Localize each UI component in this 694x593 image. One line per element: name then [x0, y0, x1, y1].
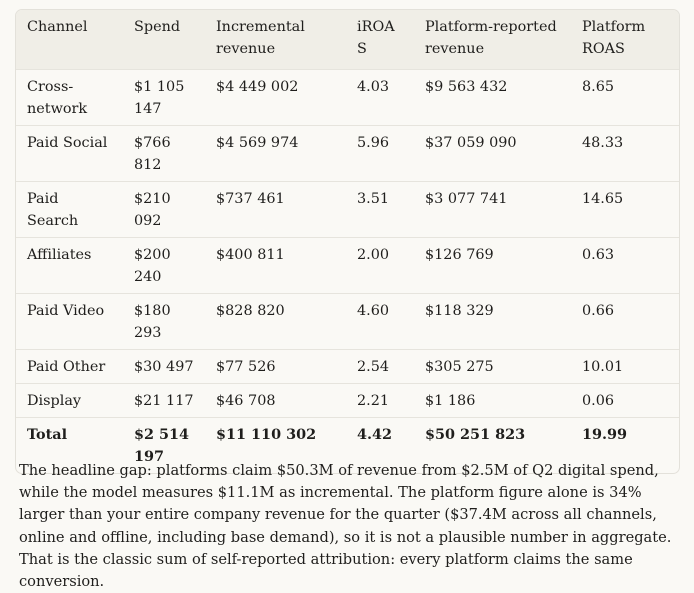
- channel-roas-table-card: Channel Spend Incremental revenue iROAS …: [15, 9, 680, 474]
- cell-platform-roas: 10.01: [571, 349, 679, 384]
- cell-iroas: 5.96: [346, 125, 414, 182]
- cell-incremental-revenue: $46 708: [205, 383, 346, 418]
- header-spend: Spend: [123, 10, 205, 70]
- cell-iroas: 4.03: [346, 69, 414, 126]
- cell-channel: Cross-network: [16, 69, 123, 126]
- header-row: Channel Spend Incremental revenue iROAS …: [16, 10, 679, 70]
- cell-platform-reported-revenue: $3 077 741: [414, 181, 571, 238]
- cell-spend: $2 514 197: [134, 426, 190, 465]
- cell-incremental-revenue: $77 526: [205, 349, 346, 384]
- cell-spend: $210 092: [123, 181, 205, 238]
- cell-iroas: 2.54: [346, 349, 414, 384]
- cell-channel: Paid Search: [16, 181, 123, 238]
- cell-incremental-revenue: $11 110 302: [216, 426, 317, 443]
- cell-incremental-revenue: $828 820: [205, 293, 346, 350]
- cell-incremental-revenue: $400 811: [205, 237, 346, 294]
- cell-channel: Total: [27, 426, 68, 443]
- cell-platform-reported-revenue: $305 275: [414, 349, 571, 384]
- cell-platform-roas: 0.63: [571, 237, 679, 294]
- header-channel: Channel: [16, 10, 123, 70]
- cell-iroas: 4.60: [346, 293, 414, 350]
- cell-platform-reported-revenue: $118 329: [414, 293, 571, 350]
- cell-spend: $30 497: [123, 349, 205, 384]
- cell-spend: $200 240: [123, 237, 205, 294]
- cell-channel: Affiliates: [16, 237, 123, 294]
- table-row: Paid Search $210 092 $737 461 3.51 $3 07…: [16, 181, 679, 238]
- table-row: Cross-network $1 105 147 $4 449 002 4.03…: [16, 69, 679, 126]
- channel-roas-table: Channel Spend Incremental revenue iROAS …: [16, 10, 679, 473]
- cell-channel: Paid Video: [16, 293, 123, 350]
- cell-channel: Paid Other: [16, 349, 123, 384]
- table-row: Paid Social $766 812 $4 569 974 5.96 $37…: [16, 125, 679, 182]
- cell-platform-roas: 19.99: [582, 426, 628, 443]
- cell-incremental-revenue: $4 569 974: [205, 125, 346, 182]
- total-row: Total $2 514 197 $11 110 302 4.42 $50 25…: [16, 418, 679, 474]
- table-row: Paid Video $180 293 $828 820 4.60 $118 3…: [16, 293, 679, 350]
- cell-spend: $766 812: [123, 125, 205, 182]
- header-platform-roas: Platform ROAS: [571, 10, 679, 70]
- cell-iroas: 2.00: [346, 237, 414, 294]
- table-header: Channel Spend Incremental revenue iROAS …: [16, 10, 679, 70]
- cell-platform-reported-revenue: $1 186: [414, 383, 571, 418]
- cell-platform-reported-revenue: $9 563 432: [414, 69, 571, 126]
- cell-iroas: 2.21: [346, 383, 414, 418]
- cell-spend: $1 105 147: [123, 69, 205, 126]
- cell-platform-roas: 0.06: [571, 383, 679, 418]
- cell-platform-reported-revenue: $126 769: [414, 237, 571, 294]
- cell-platform-reported-revenue: $37 059 090: [414, 125, 571, 182]
- header-iroas: iROAS: [346, 10, 414, 70]
- header-incremental-revenue: Incremental revenue: [205, 10, 346, 70]
- table-row: Affiliates $200 240 $400 811 2.00 $126 7…: [16, 237, 679, 294]
- cell-spend: $180 293: [123, 293, 205, 350]
- cell-channel: Paid Social: [16, 125, 123, 182]
- cell-iroas: 4.42: [357, 426, 393, 443]
- table-row: Display $21 117 $46 708 2.21 $1 186 0.06: [16, 383, 679, 418]
- cell-incremental-revenue: $737 461: [205, 181, 346, 238]
- cell-platform-roas: 14.65: [571, 181, 679, 238]
- table-row: Paid Other $30 497 $77 526 2.54 $305 275…: [16, 349, 679, 384]
- cell-channel: Display: [16, 383, 123, 418]
- cell-spend: $21 117: [123, 383, 205, 418]
- cell-iroas: 3.51: [346, 181, 414, 238]
- cell-platform-reported-revenue: $50 251 823: [425, 426, 526, 443]
- summary-paragraph: The headline gap: platforms claim $50.3M…: [19, 462, 672, 591]
- cell-platform-roas: 8.65: [571, 69, 679, 126]
- cell-incremental-revenue: $4 449 002: [205, 69, 346, 126]
- cell-platform-roas: 48.33: [571, 125, 679, 182]
- cell-platform-roas: 0.66: [571, 293, 679, 350]
- header-platform-reported-revenue: Platform-reported revenue: [414, 10, 571, 70]
